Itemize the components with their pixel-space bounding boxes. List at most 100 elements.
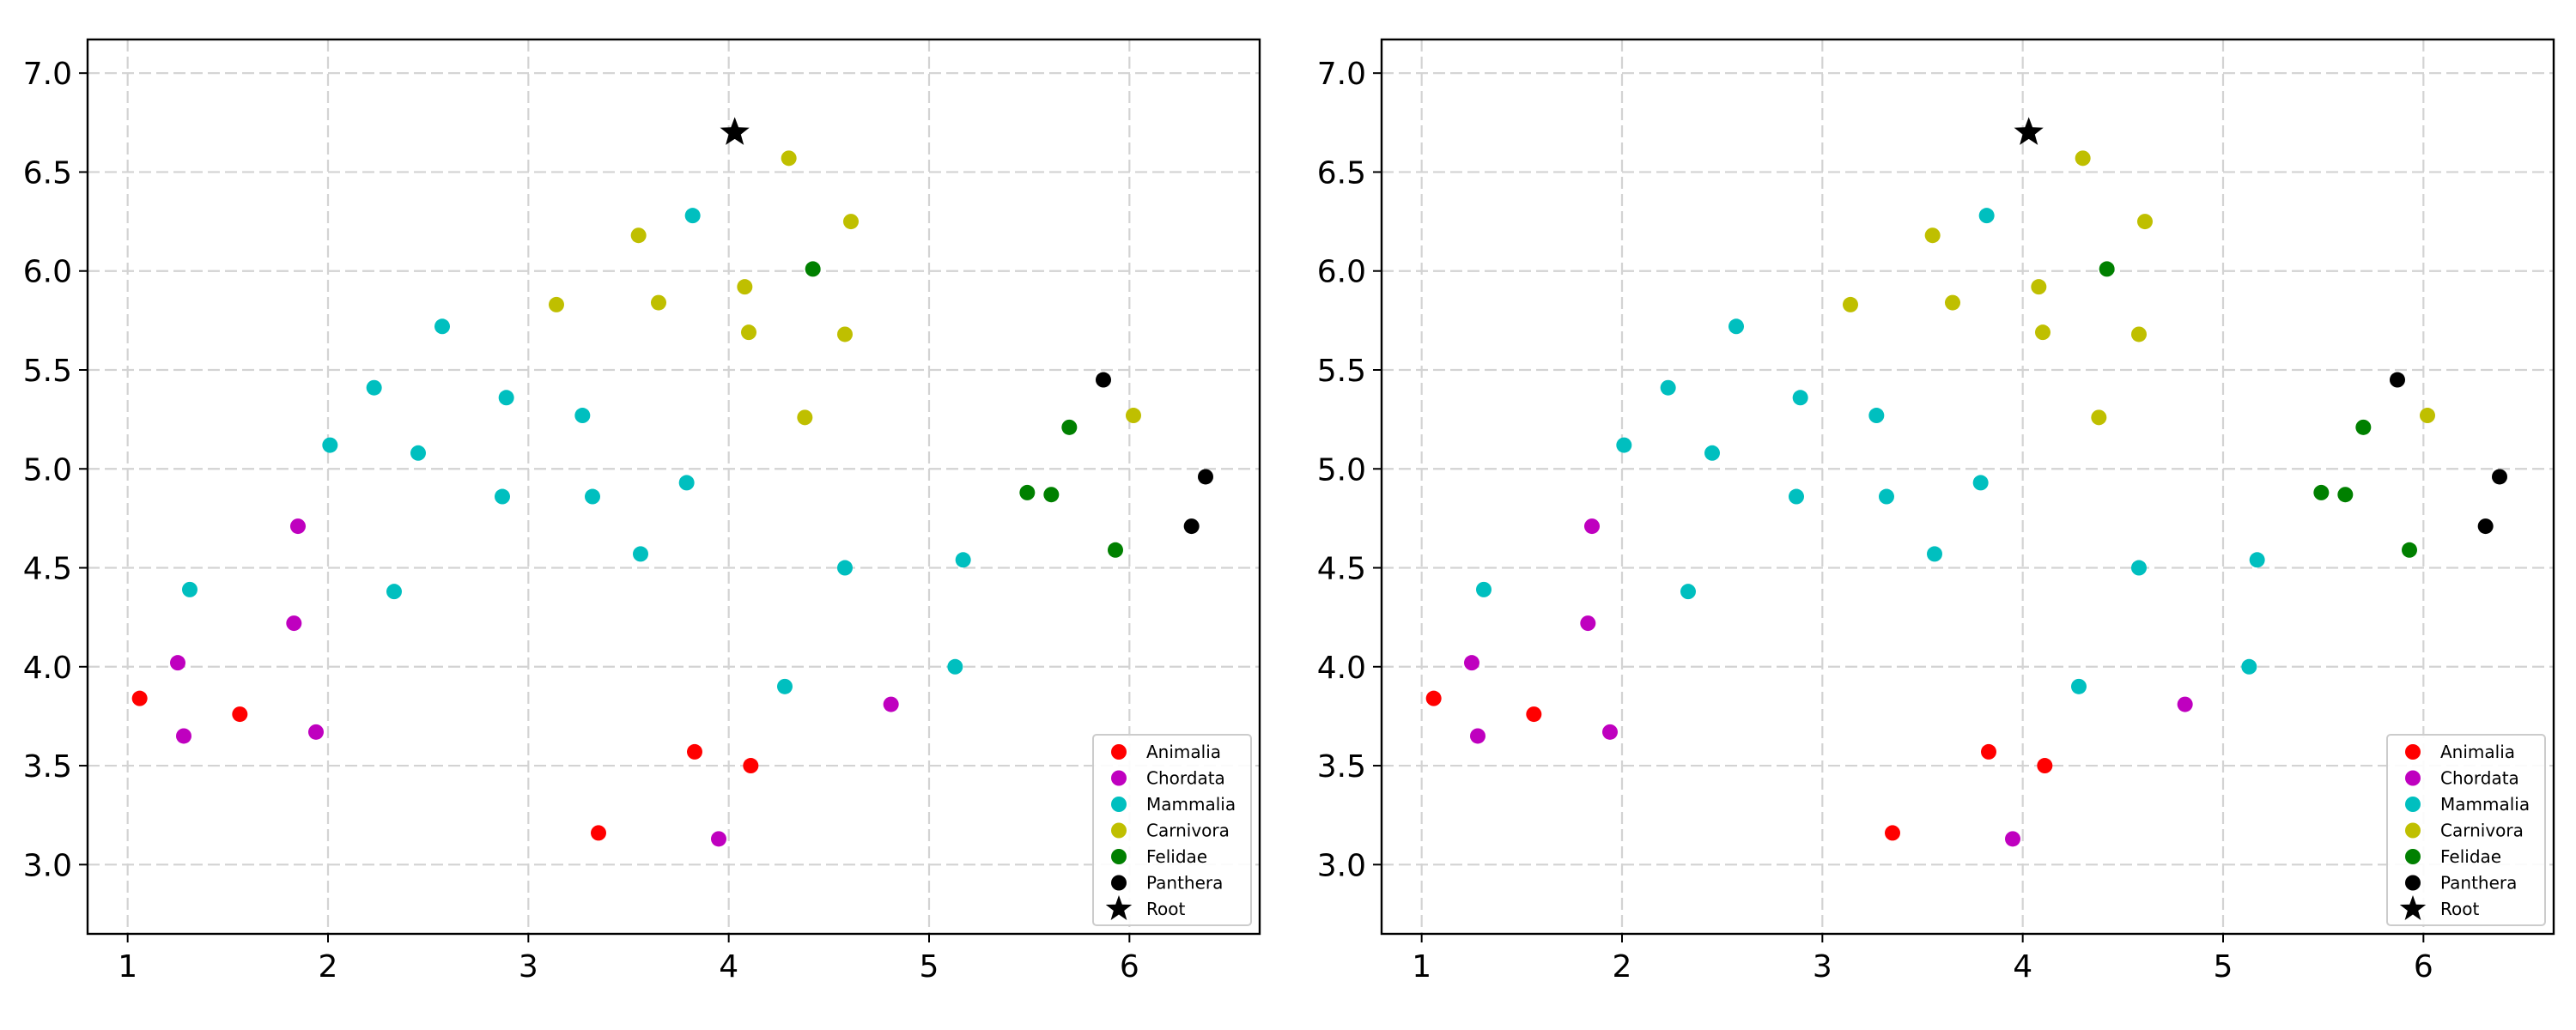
legend-root-star-icon xyxy=(2399,895,2427,920)
legend: Animalia Chordata Mammalia Carnivora Felidae… xyxy=(2386,734,2546,926)
legend-mammalia-marker xyxy=(2405,797,2421,812)
y-tick-label: 3.5 xyxy=(1317,749,1366,785)
y-tick-label: 5.5 xyxy=(23,354,72,389)
mammalia-point xyxy=(1868,408,1885,424)
plot-area xyxy=(88,39,1260,934)
legend-panthera-marker xyxy=(2405,875,2421,891)
gridlines xyxy=(1382,39,2554,934)
legend-animalia-label: Animalia xyxy=(1146,742,1221,762)
felidae-point xyxy=(1019,484,1036,500)
mammalia-point xyxy=(322,437,338,453)
animalia-point xyxy=(232,706,248,723)
animalia-point xyxy=(687,743,702,760)
y-tick-label: 6.5 xyxy=(1317,155,1366,191)
legend-chordata-marker xyxy=(2405,770,2421,786)
carnivora-point xyxy=(549,296,564,312)
x-tick-label: 2 xyxy=(1613,949,1632,985)
felidae-point xyxy=(805,261,821,277)
carnivora-point xyxy=(1924,227,1941,244)
mammalia-point xyxy=(585,488,600,505)
mammalia-point xyxy=(777,678,793,694)
chordata-point xyxy=(1602,724,1618,740)
mammalia-point xyxy=(386,584,402,600)
y-tick-label: 7.0 xyxy=(23,57,72,92)
felidae-point xyxy=(2402,542,2417,558)
legend-chordata-label: Chordata xyxy=(2440,768,2519,789)
legend-carnivora-marker xyxy=(2405,822,2421,839)
carnivora-point xyxy=(2035,324,2050,341)
mammalia-point xyxy=(2249,552,2265,568)
chordata-point xyxy=(290,518,306,535)
legend-felidae-marker xyxy=(2405,849,2421,864)
chordata-point xyxy=(286,615,302,632)
mammalia-point xyxy=(678,475,695,491)
panthera-point xyxy=(2492,469,2507,485)
x-tick-label: 2 xyxy=(319,949,338,985)
carnivora-point xyxy=(630,227,647,244)
x-tick-label: 6 xyxy=(2414,949,2433,985)
mammalia-point xyxy=(1476,581,1492,597)
mammalia-point xyxy=(1728,318,1744,335)
mammalia-point xyxy=(1704,445,1720,461)
carnivora-point xyxy=(2031,279,2047,295)
y-tick-label: 4.5 xyxy=(23,552,72,587)
mammalia-point xyxy=(1660,379,1676,396)
panthera-point xyxy=(2477,518,2494,535)
legend-panthera-label: Panthera xyxy=(2440,873,2517,894)
legend-panthera-marker xyxy=(1111,875,1127,891)
mammalia-point xyxy=(1978,208,1995,224)
legend-animalia-label: Animalia xyxy=(2440,742,2515,762)
mammalia-point xyxy=(1680,584,1696,600)
mammalia-point xyxy=(837,560,853,576)
x-tick-label: 1 xyxy=(1412,949,1431,985)
panthera-point xyxy=(1183,518,1200,535)
x-tick-label: 4 xyxy=(2013,949,2032,985)
felidae-point xyxy=(2355,419,2372,435)
y-tick-label: 7.0 xyxy=(1317,57,1366,92)
carnivora-point xyxy=(2137,214,2153,230)
felidae-point xyxy=(1043,487,1060,503)
carnivora-point xyxy=(1126,408,1141,424)
mammalia-point xyxy=(1616,437,1632,453)
animalia-point xyxy=(2037,758,2053,774)
felidae-point xyxy=(1061,419,1078,435)
felidae-point xyxy=(1108,542,1123,558)
legend-chordata-label: Chordata xyxy=(1146,768,1225,789)
mammalia-point xyxy=(574,408,591,424)
mammalia-point xyxy=(410,445,426,461)
carnivora-point xyxy=(651,294,666,311)
chart-panel-2: 1 2 3 4 5 6 3.0 3.5 4.0 4.5 5.0 5.5 6.0 6.5 7.0 Animali… xyxy=(1317,38,2555,985)
mammalia-point xyxy=(2241,658,2257,675)
chordata-point xyxy=(711,831,726,847)
y-tick-label: 6.5 xyxy=(23,155,72,191)
chordata-point xyxy=(2005,831,2020,847)
carnivora-point xyxy=(1945,294,1960,311)
y-tick-label: 5.0 xyxy=(1317,452,1366,488)
y-tick-label: 3.0 xyxy=(1317,848,1366,883)
legend-box xyxy=(2386,734,2546,926)
animalia-point xyxy=(1885,825,1900,841)
x-tick-label: 3 xyxy=(1813,949,1832,985)
y-tick-label: 3.0 xyxy=(23,848,72,883)
animalia-point xyxy=(1425,690,1442,706)
mammalia-point xyxy=(1972,475,1989,491)
axis-ticks: 1 2 3 4 5 6 3.0 3.5 4.0 4.5 5.0 5.5 6.0 6.5 7.0 xyxy=(23,57,1139,985)
carnivora-point xyxy=(1843,296,1858,312)
x-tick-label: 5 xyxy=(2214,949,2233,985)
animalia-point xyxy=(1981,743,1996,760)
y-tick-label: 5.0 xyxy=(23,452,72,488)
root-star-point xyxy=(2014,117,2044,145)
legend-panthera-label: Panthera xyxy=(1146,873,1223,894)
x-tick-label: 3 xyxy=(519,949,538,985)
data-points xyxy=(131,117,1213,847)
carnivora-point xyxy=(2131,326,2147,342)
mammalia-point xyxy=(498,390,514,406)
carnivora-point xyxy=(837,326,853,342)
legend-mammalia-marker xyxy=(1111,797,1127,812)
legend-carnivora-marker xyxy=(1111,822,1127,839)
mammalia-point xyxy=(434,318,450,335)
mammalia-point xyxy=(684,208,701,224)
legend-felidae-marker xyxy=(1111,849,1127,864)
felidae-point xyxy=(2313,484,2330,500)
mammalia-point xyxy=(1792,390,1808,406)
